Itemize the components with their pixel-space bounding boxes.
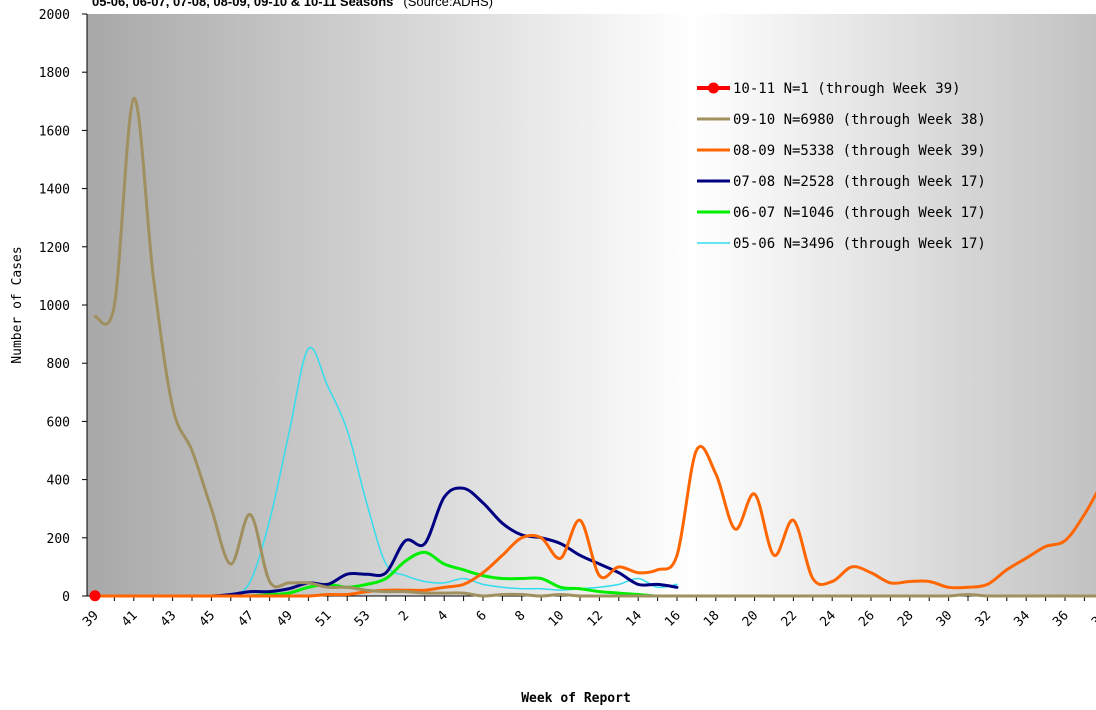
legend-label: 08-09 N=5338 (through Week 39) — [733, 143, 986, 159]
y-axis-title: Number of Cases — [10, 246, 25, 363]
legend-label: 10-11 N=1 (through Week 39) — [733, 81, 961, 97]
x-tick-label: 32 — [973, 608, 995, 630]
x-tick-label: 47 — [235, 608, 257, 630]
x-axis: 39 41 43 45 47 49 51 53 2 4 6 8 10 12 14 16 18 20 22 24 26 28… — [80, 595, 1096, 630]
chart-source: (Source:ADHS) — [403, 0, 493, 9]
legend-marker — [708, 82, 719, 94]
x-tick-label: 36 — [1050, 608, 1072, 630]
x-tick-label: 38 — [1089, 608, 1096, 630]
y-tick-label: 600 — [47, 415, 70, 430]
x-tick-label: 53 — [352, 608, 374, 630]
chart-title: 05-06, 06-07, 07-08, 08-09, 09-10 & 10-1… — [92, 0, 393, 9]
y-tick-label: 1400 — [39, 183, 70, 198]
legend-label: 09-10 N=6980 (through Week 38) — [733, 112, 986, 128]
chart-title-text: 05-06, 06-07, 07-08, 08-09, 09-10 & 10-1… — [92, 0, 493, 10]
y-tick-label: 1800 — [39, 66, 70, 81]
y-tick-label: 400 — [47, 474, 70, 489]
series-line-2 — [93, 445, 1096, 598]
x-tick-label: 30 — [934, 608, 956, 630]
series-lines — [89, 96, 1096, 602]
legend-label: 06-07 N=1046 (through Week 17) — [733, 205, 986, 221]
y-tick-label: 1000 — [39, 299, 70, 314]
legend-label: 05-06 N=3496 (through Week 17) — [733, 236, 986, 252]
x-tick-label: 51 — [313, 608, 335, 630]
x-tick-label: 18 — [701, 608, 723, 630]
x-tick-label: 41 — [119, 608, 141, 630]
x-tick-label: 43 — [158, 608, 180, 630]
y-tick-label: 800 — [47, 357, 70, 372]
plot-area — [87, 14, 1096, 596]
legend-label: 07-08 N=2528 (through Week 17) — [733, 174, 986, 190]
y-tick-label: 1200 — [39, 241, 70, 256]
x-tick-label: 24 — [817, 608, 839, 630]
x-tick-label: 22 — [779, 608, 801, 630]
x-tick-label: 16 — [662, 608, 684, 630]
x-axis-title: Week of Report — [521, 691, 631, 706]
series-point-10-11 — [89, 590, 101, 602]
x-tick-label: 49 — [274, 608, 296, 630]
x-tick-label: 34 — [1011, 608, 1033, 630]
series-line-1 — [93, 96, 1096, 598]
x-tick-label: 8 — [512, 608, 528, 624]
x-tick-label: 20 — [740, 608, 762, 630]
y-tick-label: 200 — [47, 532, 70, 547]
x-tick-label: 14 — [623, 608, 645, 630]
legend: 10-11 N=1 (through Week 39) 09-10 N=6980 … — [697, 81, 986, 252]
y-axis: 0 200 400 600 800 1000 1200 1400 1600 1800 2000 — [39, 8, 88, 605]
x-tick-label: 45 — [197, 608, 219, 630]
x-tick-label: 12 — [585, 608, 607, 630]
x-tick-label: 6 — [474, 608, 490, 624]
x-tick-label: 28 — [895, 608, 917, 630]
y-tick-label: 0 — [62, 590, 70, 605]
x-tick-label: 2 — [396, 608, 412, 624]
y-tick-label: 1600 — [39, 124, 70, 139]
y-tick-label: 2000 — [39, 8, 70, 23]
x-tick-label: 26 — [856, 608, 878, 630]
x-tick-label: 10 — [546, 608, 568, 630]
x-tick-label: 4 — [435, 608, 451, 624]
x-tick-label: 39 — [80, 608, 102, 630]
